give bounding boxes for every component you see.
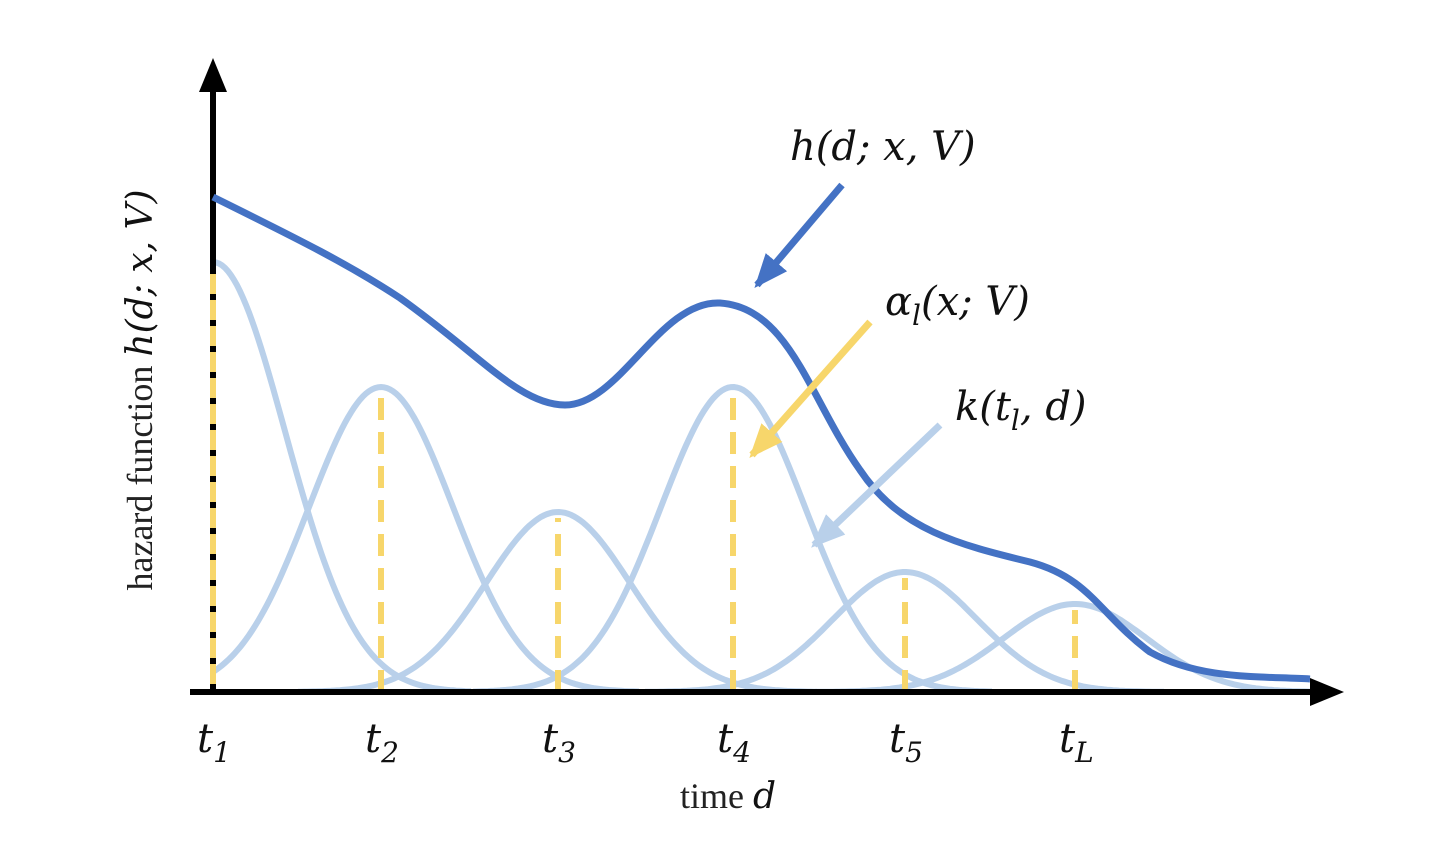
hazard-arrow <box>754 182 845 289</box>
tick-symbol: t <box>1059 716 1076 762</box>
tick-subscript: 4 <box>732 736 751 769</box>
x-tick-label: t1 <box>197 716 231 769</box>
x-tick-label: t3 <box>542 716 576 769</box>
weight-sub: l <box>912 299 921 332</box>
tick-symbol: t <box>542 716 559 762</box>
weight-dashes <box>378 393 1078 692</box>
kernel-label: k(tl, d) <box>955 384 1087 437</box>
kernel-curve <box>211 383 640 695</box>
tick-subscript: L <box>1074 736 1094 769</box>
x-tick-label: t4 <box>717 716 751 769</box>
tick-symbol: t <box>365 716 382 762</box>
tick-subscript: 1 <box>213 736 231 769</box>
x-ticks: t1 t2 t3 t4 t5 tL <box>197 716 1094 769</box>
tick-subscript: 5 <box>905 736 923 769</box>
x-tick-label: t2 <box>365 716 399 769</box>
kernel-main: k(t <box>955 384 1012 430</box>
kernel-curve <box>212 259 472 695</box>
x-label-expr: d <box>753 776 776 817</box>
weight-rest: (x; V) <box>921 279 1030 325</box>
weight-main: α <box>885 279 912 325</box>
tick-subscript: 3 <box>558 736 576 769</box>
x-axis-label: time d <box>680 776 776 817</box>
y-axis-arrow <box>199 58 227 92</box>
x-label-text: time <box>680 776 753 816</box>
x-tick-label: t5 <box>889 716 923 769</box>
x-axis-arrow <box>1310 678 1344 706</box>
hazard-curve <box>211 193 1311 683</box>
kernel-sub: l <box>1011 404 1020 437</box>
kernel-curve <box>814 601 1311 695</box>
tick-symbol: t <box>889 716 906 762</box>
y-label-text: hazard function <box>120 357 160 591</box>
tick-symbol: t <box>197 716 214 762</box>
y-label-expr: h(d; x, V) <box>120 190 161 357</box>
weight-label: αl(x; V) <box>885 279 1030 332</box>
kernel-arrow <box>811 422 943 548</box>
kernel-curves <box>211 259 1311 695</box>
tick-subscript: 2 <box>380 736 399 769</box>
x-tick-label: tL <box>1059 716 1094 769</box>
hazard-label: h(d; x, V) <box>790 124 976 170</box>
kernel-rest: , d) <box>1020 384 1087 430</box>
y-axis-label: hazard function h(d; x, V) <box>120 190 161 591</box>
tick-symbol: t <box>717 716 734 762</box>
weight-arrow <box>749 319 873 458</box>
